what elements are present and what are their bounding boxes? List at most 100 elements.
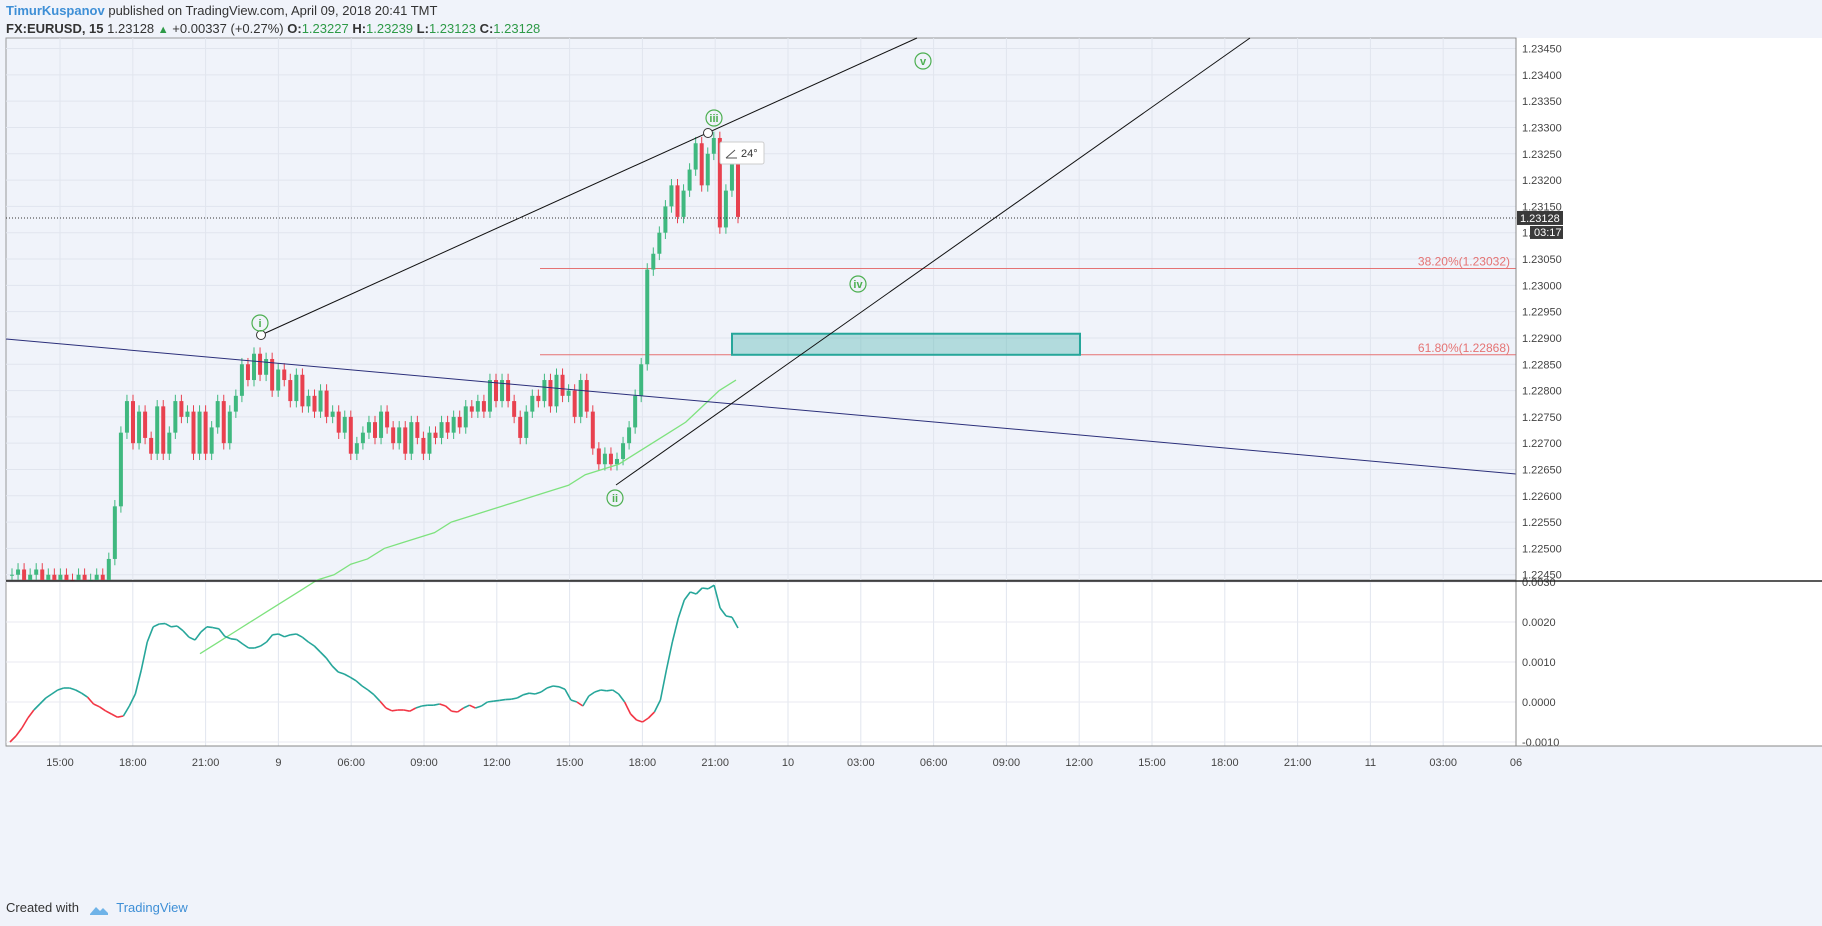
candle-body [288,380,293,402]
price-pane[interactable]: 38.20%(1.23032)61.80%(1.22868)24°iiiiiii… [5,37,1517,655]
target-zone-box[interactable] [731,332,1081,356]
candle-body [100,574,105,580]
candle-body [137,411,142,444]
candle-body [651,253,656,270]
oscillator-segment [695,587,703,595]
wave-label[interactable]: i [258,318,261,330]
candle-body [403,427,408,454]
wave-label-circle[interactable] [705,109,723,127]
candle-body [693,143,698,170]
candle-body [282,369,287,381]
lower-channel-line[interactable] [615,37,1251,486]
author-name[interactable]: TimurKuspanov [6,3,105,18]
candle-body [233,395,238,412]
candle-body [28,574,33,580]
oscillator-segment [349,676,357,682]
oscillator-segment [511,697,518,700]
time-tick-label: 21:00 [1284,757,1312,769]
oscillator-segment [105,710,112,715]
wave-label[interactable]: v [920,56,927,68]
price-tick-label: 1.23300 [1522,122,1562,134]
wave-label-circle[interactable] [849,275,867,293]
candle-body [258,353,263,375]
high-value: 1.23239 [366,21,414,36]
oscillator-segment [612,689,620,695]
time-tick-label: 10 [782,757,794,769]
time-tick-label: 15:00 [46,757,74,769]
low-value: 1.23123 [428,21,476,36]
candle-body [118,432,123,507]
oscillator-segment [558,686,566,690]
oscillator-segment [284,634,291,638]
trendline-anchor-handle[interactable] [256,330,266,340]
oscillator-segment [623,701,632,715]
candle-body [542,380,547,402]
time-tick-label: 11 [1365,757,1376,769]
oscillator-segment [265,634,274,643]
candle-body [705,153,710,186]
oscillator-segment [230,638,237,641]
oscillator-segment [546,685,554,689]
wave-label-circle[interactable] [606,489,624,507]
candle-body [439,422,444,438]
candle-body [427,432,432,454]
oscillator-segment [152,623,160,628]
candle-body [445,422,450,433]
wave-label-circle[interactable] [914,52,932,70]
trendline-anchor-handle[interactable] [703,128,713,138]
close-value: 1.23128 [493,21,541,36]
wave-label-circle[interactable] [251,314,269,332]
descending-trendline[interactable] [5,338,1517,475]
oscillator-segment [421,704,428,707]
wave-label[interactable]: ii [612,493,618,505]
candle-body [64,574,69,580]
candle-body [475,401,480,412]
oscillator-segment [582,695,590,707]
tradingview-logo-icon[interactable] [89,904,109,915]
oscillator-segment [391,709,398,712]
upper-channel-line[interactable] [260,37,918,336]
oscillator-segment [9,735,17,743]
time-tick-label: 09:00 [993,757,1021,769]
oscillator-pane[interactable] [9,584,739,743]
candle-body [227,411,232,444]
candle-body [46,574,51,580]
oscillator-segment [111,713,118,718]
time-tick-label: 21:00 [701,757,729,769]
oscillator-segment [439,703,446,707]
candle-body [463,406,468,428]
oscillator-segment [146,626,154,643]
candle-body [590,411,595,449]
candle-body [318,390,323,412]
candle-body [94,574,99,580]
oscillator-segment [659,669,668,701]
time-tick-label: 12:00 [483,757,511,769]
oscillator-segment [642,717,649,723]
candle-body [106,558,111,580]
candle-body [379,411,384,438]
candle-body [10,574,14,576]
oscillator-segment [27,709,35,719]
oscillator-segment [409,707,417,712]
candle-body [729,164,734,191]
tradingview-link[interactable]: TradingView [116,900,188,915]
last-price: 1.23128 [107,21,155,36]
oscillator-segment [117,715,124,718]
oscillator-segment [290,633,297,636]
price-tick-label: 1.22650 [1522,464,1562,476]
time-tick-label: 15:00 [556,757,584,769]
oscillator-segment [499,698,506,702]
countdown-tag [1530,225,1563,239]
open-label: O: [287,21,302,36]
oscillator-segment [516,694,524,699]
wave-label[interactable]: iv [853,279,863,291]
osc-tick-label: 0.0030 [1522,577,1556,589]
footer: Created with TradingView [6,900,188,915]
oscillator-segment [93,703,100,708]
oscillator-segment [140,641,149,671]
oscillator-segment [21,717,29,729]
wave-label[interactable]: iii [709,113,718,125]
symbol-label[interactable]: FX:EURUSD, 15 [6,21,104,36]
price-tick-label: 1.23250 [1522,149,1562,161]
